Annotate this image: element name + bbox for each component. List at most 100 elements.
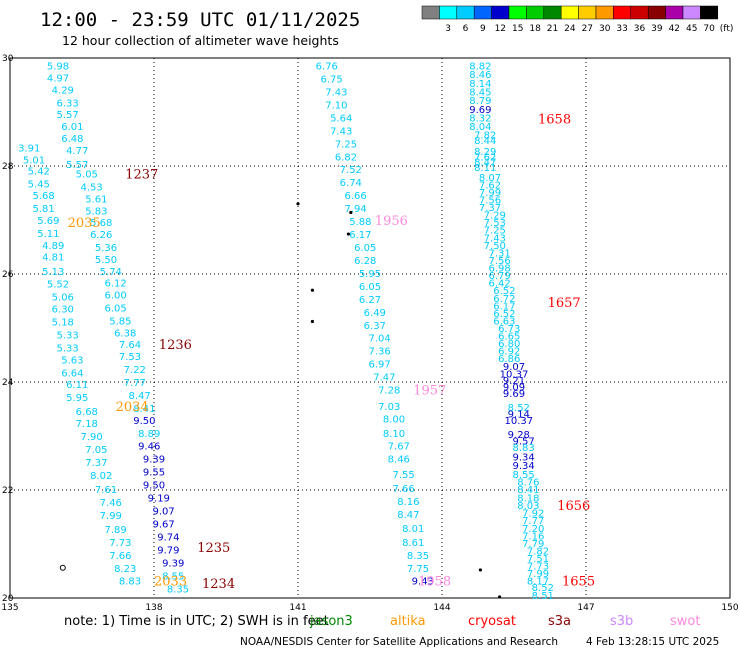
wave-height-label: 5.45	[28, 179, 50, 190]
legend-swatch	[473, 5, 492, 20]
wave-height-label: 5.81	[32, 204, 54, 215]
wave-height-label: 6.37	[364, 321, 386, 332]
wave-height-label: 7.37	[479, 203, 501, 214]
wave-height-label: 8.10	[383, 429, 405, 440]
wave-height-label: 6.66	[344, 191, 366, 202]
wave-height-label: 4.89	[42, 241, 64, 252]
axis-ticks: 135 138 141 144 147 150 20 22 24 26 28 30	[1, 54, 738, 613]
wave-height-label: 6.17	[349, 230, 371, 241]
wave-height-label: 6.64	[61, 368, 83, 379]
wave-height-label: 6.97	[368, 360, 390, 371]
legend-swatch	[647, 5, 666, 20]
wave-height-label: 7.64	[119, 340, 141, 351]
satellite-legend-item: altika	[390, 614, 426, 629]
wave-height-label: 8.07	[479, 173, 501, 184]
legend-label: 33	[616, 24, 627, 34]
wave-height-label: 9.28	[508, 430, 530, 441]
marker-dot	[349, 210, 353, 215]
wave-height-label: 5.57	[56, 110, 78, 121]
wave-height-label: 9.07	[152, 507, 174, 518]
marker-dot	[310, 319, 314, 324]
wave-height-label: 8.47	[128, 391, 150, 402]
wave-height-label: 10.37	[504, 416, 533, 427]
legend-swatch	[421, 5, 440, 20]
pass-label: 2035	[68, 216, 101, 231]
wave-height-label: 9.14	[508, 409, 530, 420]
y-tick-label: 22	[2, 486, 13, 496]
legend-swatch	[560, 5, 579, 20]
wave-height-label: 8.04	[469, 122, 491, 133]
wave-height-label: 4.53	[80, 183, 102, 194]
wave-height-label: 7.28	[378, 386, 400, 397]
legend-swatch	[613, 5, 632, 20]
wave-height-label: 5.06	[52, 293, 74, 304]
wave-height-label: 9.67	[152, 519, 174, 530]
wave-height-label: 5.88	[349, 217, 371, 228]
wave-height-label: 6.92	[498, 347, 520, 358]
wave-height-label: 4.81	[42, 253, 64, 264]
pass-label: 1656	[557, 499, 590, 514]
footer-note: note: 1) Time is in UTC; 2) SWH is in fe…	[64, 614, 329, 629]
wave-height-label: 10.37	[500, 369, 529, 380]
wave-height-label: 8.00	[383, 415, 405, 426]
wave-height-label: 7.53	[119, 352, 141, 363]
legend-label: 70	[703, 24, 715, 34]
wave-height-label: 9.55	[143, 468, 165, 479]
wave-height-label: 5.42	[28, 166, 50, 177]
legend-unit: (ft)	[720, 24, 734, 34]
legend-swatch	[543, 5, 562, 20]
wave-height-label: 6.86	[498, 354, 520, 365]
wave-height-label: 9.34	[512, 453, 534, 464]
wave-height-label: 7.92	[522, 509, 544, 520]
wave-height-label: 7.56	[479, 195, 501, 206]
wave-height-label: 6.12	[104, 279, 126, 290]
wave-height-label: 7.31	[488, 248, 510, 259]
pass-label: 1958	[418, 575, 451, 590]
wave-height-label: 9.46	[138, 442, 160, 453]
wave-height-label: 6.33	[56, 98, 78, 109]
wave-height-label: 8.83	[512, 443, 534, 454]
wave-height-label: 6.26	[90, 230, 112, 241]
wave-height-label: 6.52	[493, 286, 515, 297]
legend-label: 18	[529, 24, 541, 34]
wave-height-label: 9.34	[512, 461, 534, 472]
wave-height-label: 7.82	[474, 131, 496, 142]
legend-label: 15	[512, 24, 523, 34]
wave-height-label: 8.17	[527, 577, 549, 588]
wave-height-label: 8.45	[469, 87, 491, 98]
wave-height-label: 5.85	[109, 316, 131, 327]
pass-label: 1956	[375, 214, 408, 229]
pass-label: 1235	[197, 541, 230, 556]
wave-height-label: 5.61	[85, 194, 107, 205]
wave-height-label: 6.00	[104, 291, 126, 302]
wave-height-label: 4.29	[52, 85, 74, 96]
wave-height-label: 6.76	[316, 62, 338, 73]
legend-label: 3	[445, 24, 451, 34]
satellite-legend-item: s3a	[548, 614, 571, 629]
pass-label: 1237	[125, 168, 158, 183]
wave-height-label: 9.39	[143, 455, 165, 466]
markers	[59, 202, 502, 599]
wave-height-label: 8.82	[469, 62, 491, 73]
wave-height-label: 6.42	[488, 279, 510, 290]
wave-height-label: 6.27	[359, 295, 381, 306]
wave-height-label: 6.68	[76, 407, 98, 418]
legend-label: 45	[686, 24, 697, 34]
y-tick-label: 24	[2, 378, 14, 388]
wave-height-label: 7.05	[85, 445, 107, 456]
wave-height-label: 7.43	[325, 87, 347, 98]
legend-swatch	[508, 5, 527, 20]
wave-height-label: 7.90	[80, 432, 102, 443]
wave-height-label: 7.10	[325, 100, 347, 111]
legend-label: 30	[599, 24, 611, 34]
wave-height-label: 7.99	[479, 188, 501, 199]
wave-height-label: 7.18	[76, 419, 98, 430]
wave-height-label: 5.33	[56, 343, 78, 354]
wave-height-label: 8.11	[474, 163, 496, 174]
wave-height-label: 7.94	[344, 204, 366, 215]
wave-height-label: 6.01	[61, 122, 83, 133]
legend-label: 9	[480, 24, 486, 34]
wave-height-label: 8.76	[517, 477, 539, 488]
wave-height-label: 6.74	[340, 178, 362, 189]
